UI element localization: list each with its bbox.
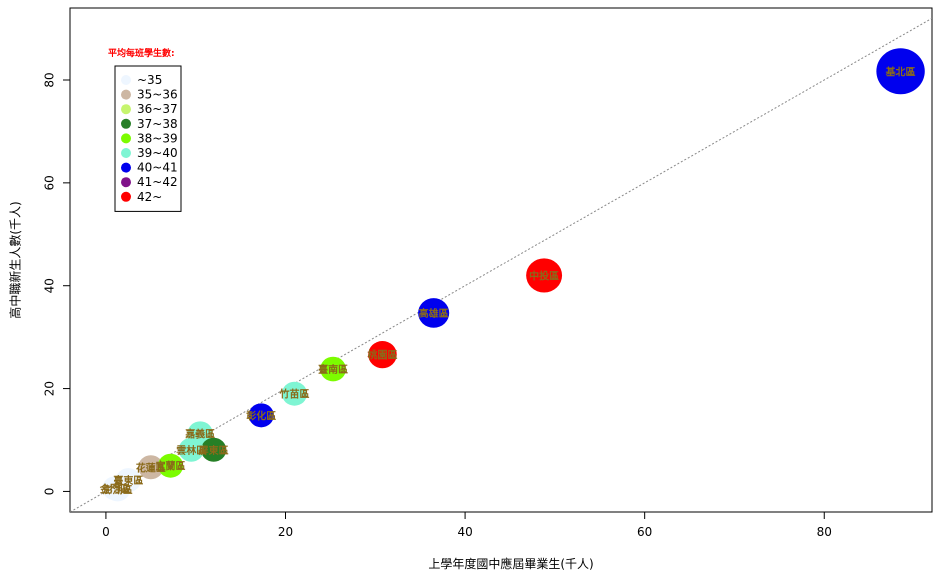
legend-entry-label: 42~: [137, 190, 162, 204]
bubble-label: 竹苗區: [278, 388, 309, 401]
bubble-point: [178, 437, 204, 462]
x-tick-label: 0: [102, 525, 110, 539]
legend-entry-label: ~35: [137, 73, 162, 87]
legend-swatch: [121, 191, 131, 202]
legend-entry-label: 36~37: [137, 102, 178, 116]
bubble-label: 金門區: [99, 482, 130, 495]
bubble-point: [248, 403, 274, 428]
bubble-label: 高雄區: [419, 307, 449, 320]
legend-swatch: [121, 75, 131, 85]
bubble-label: 基北區: [885, 65, 916, 78]
bubble-point: [320, 356, 347, 382]
bubble-label: 澎湖區: [103, 483, 133, 496]
bubble-label: 宜蘭區: [156, 460, 186, 473]
bubble-point: [368, 341, 397, 369]
y-tick-label: 80: [43, 72, 57, 87]
reference-line: [70, 17, 932, 512]
legend-entry-label: 40~41: [137, 161, 178, 175]
bubble-label: 桃園區: [367, 349, 397, 362]
bubble-label: 花蓮區: [136, 461, 166, 474]
x-tick-label: 40: [457, 525, 472, 539]
y-tick-label: 40: [43, 278, 57, 293]
bubble-label: 雲林區: [176, 444, 206, 457]
legend-swatch: [121, 104, 131, 115]
bubble-label: 嘉義區: [184, 427, 215, 440]
bubble-label: 中投區: [529, 269, 559, 282]
bubble-point: [281, 381, 308, 406]
legend-swatch: [121, 133, 131, 144]
x-tick-label: 20: [278, 525, 293, 539]
legend-title: 平均每班學生數:: [108, 47, 175, 59]
legend-swatch: [121, 118, 131, 129]
bubble-point: [526, 258, 563, 293]
legend-swatch: [121, 89, 131, 100]
legend-swatch: [121, 162, 131, 173]
bubble-label: 屏東區: [198, 444, 229, 457]
legend-swatch: [121, 177, 131, 188]
plot-frame: [69, 7, 933, 513]
legend-entry-label: 39~40: [137, 146, 178, 160]
legend-entry-label: 35~36: [137, 88, 178, 102]
legend-swatch: [121, 148, 131, 158]
y-tick-label: 60: [43, 175, 57, 190]
x-tick-label: 80: [817, 525, 832, 539]
bubble-point: [418, 298, 450, 328]
bubble-point: [104, 477, 131, 502]
bubble-label: 臺東區: [113, 474, 143, 487]
y-tick-label: 20: [43, 381, 57, 396]
legend-entry-label: 38~39: [137, 131, 178, 145]
bubble-point: [138, 455, 164, 480]
legend-entry-label: 41~42: [137, 175, 178, 189]
bubble-label: 臺南區: [318, 363, 348, 376]
legend-entry-label: 37~38: [137, 117, 178, 131]
bubble-point: [157, 453, 184, 478]
x-axis-label: 上學年度國中應屆畢業生(千人): [428, 556, 593, 571]
bubble-point: [201, 437, 227, 462]
bubble-point: [876, 48, 925, 95]
y-axis-label: 高中職新生人數(千人): [8, 201, 23, 318]
bubble-label: 彰化區: [246, 409, 276, 422]
x-tick-label: 60: [637, 525, 652, 539]
y-tick-label: 0: [43, 488, 57, 496]
